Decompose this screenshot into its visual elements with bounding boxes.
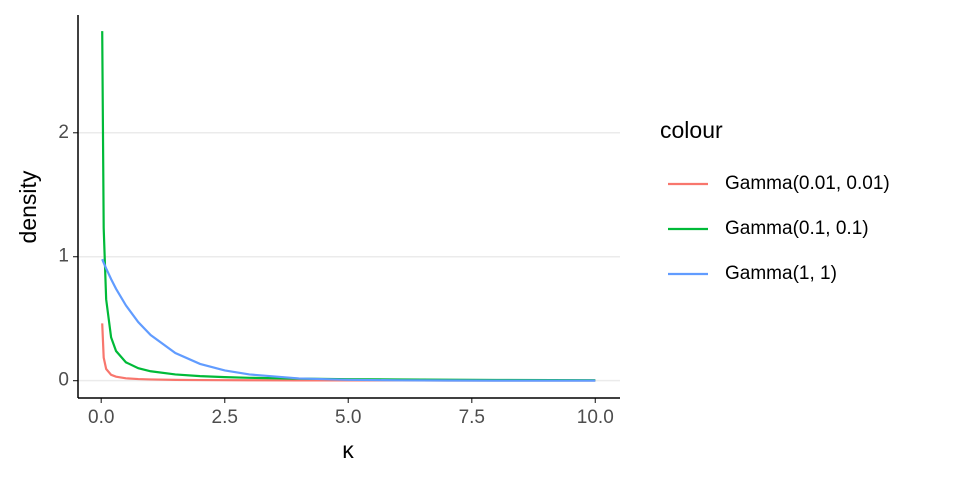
- y-tick-label: 1: [58, 246, 69, 267]
- y-tick-label: 0: [58, 370, 69, 391]
- series-line: [101, 258, 596, 382]
- legend-label: Gamma(1, 1): [725, 263, 837, 284]
- x-tick-label: 7.5: [459, 407, 485, 428]
- x-tick-label: 10.0: [577, 407, 614, 428]
- legend-label: Gamma(0.01, 0.01): [725, 173, 890, 194]
- x-tick-label: 5.0: [335, 407, 361, 428]
- x-axis-label: κ: [342, 437, 354, 463]
- x-tick-label: 0.0: [88, 407, 114, 428]
- y-axis-label: density: [15, 170, 41, 243]
- legend-title: colour: [660, 117, 723, 143]
- series-line: [101, 31, 596, 382]
- x-tick-label: 2.5: [212, 407, 238, 428]
- plot-area: [101, 31, 596, 382]
- legend-label: Gamma(0.1, 0.1): [725, 218, 869, 239]
- series-line: [101, 323, 596, 382]
- y-tick-label: 2: [58, 122, 69, 143]
